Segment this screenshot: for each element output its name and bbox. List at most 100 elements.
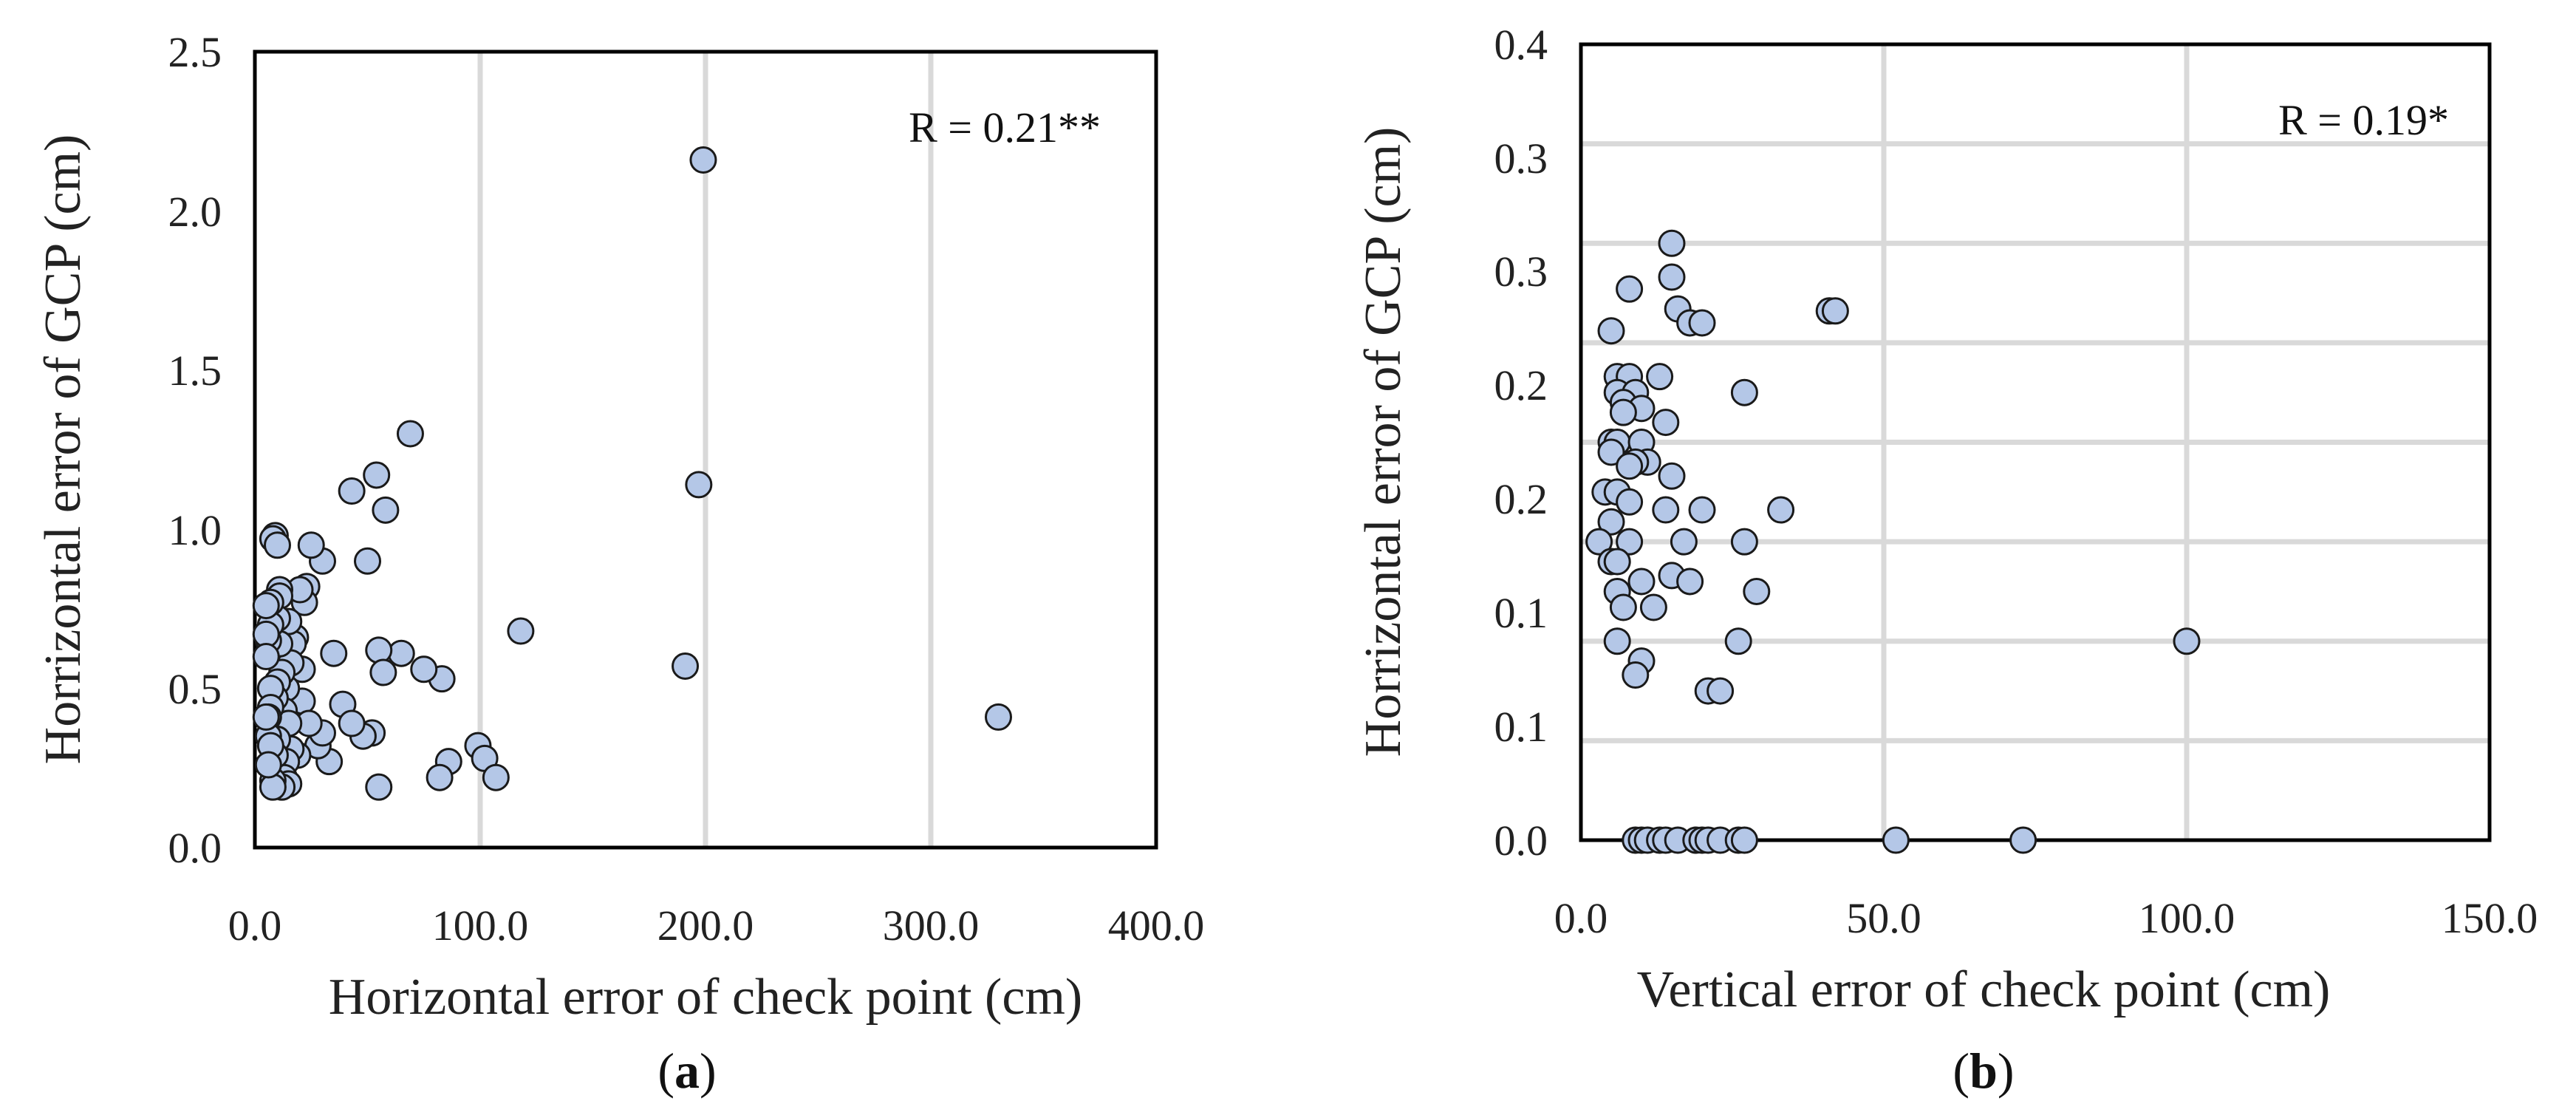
panel-a-data-point	[365, 636, 393, 664]
panel-a-x-tick-label: 0.0	[228, 901, 282, 950]
panel-a-data-point	[254, 751, 282, 779]
panel-b-data-point	[1688, 309, 1716, 337]
panel-b-data-point	[2009, 826, 2037, 854]
panel-b-data-point	[1616, 488, 1644, 516]
panel-a-caption: (a)	[657, 1043, 716, 1099]
panel-b-y-tick-label: 0.2	[1494, 361, 1548, 409]
panel-b-data-point	[1658, 462, 1686, 490]
panel-a-data-point	[372, 496, 400, 524]
panel-b-data-point	[1609, 593, 1637, 621]
panel-a-data-point	[259, 773, 287, 801]
panel-a-correlation-annotation: R = 0.21**	[909, 103, 1101, 151]
panel-b-y-tick-label: 0.3	[1494, 134, 1548, 183]
panel-b-data-point	[1724, 627, 1752, 655]
panel-a-data-point	[410, 655, 438, 684]
panel-b-x-tick-label: 50.0	[1846, 894, 1921, 942]
panel-b-data-point	[1730, 528, 1758, 556]
panel-a-data-point	[354, 547, 381, 575]
panel-b-caption-letter: b	[1969, 1043, 1998, 1099]
panel-b-data-point	[1597, 438, 1625, 466]
panel-a-data-point	[252, 643, 280, 671]
panel-b-x-tick-label: 100.0	[2139, 894, 2235, 942]
panel-b-data-point	[1597, 317, 1625, 345]
panel-b-data-point	[1622, 661, 1650, 689]
panel-b-y-tick-label: 0.4	[1494, 21, 1548, 69]
panel-a-data-point	[320, 639, 348, 667]
panel-b-x-axis-title: Vertical error of check point (cm)	[1637, 961, 2331, 1018]
panel-b-data-point	[1658, 229, 1686, 257]
panel-a-x-tick-label: 400.0	[1108, 901, 1205, 950]
panel-b-y-tick-label: 0.1	[1494, 589, 1548, 637]
panel-a-y-tick-label: 2.5	[168, 28, 222, 76]
panel-a-data-point	[363, 461, 391, 489]
panel-a-data-point	[482, 763, 510, 791]
panel-a-y-tick-label: 2.0	[168, 188, 222, 236]
panel-b-y-tick-label: 0.2	[1494, 475, 1548, 523]
panel-a-y-tick-label: 1.0	[168, 506, 222, 554]
panel-a-x-tick-label: 200.0	[657, 901, 754, 950]
panel-a-data-point	[985, 703, 1012, 731]
panel-a-data-point	[338, 709, 366, 737]
panel-b-data-point	[1627, 567, 1656, 596]
panel-b-data-point	[2173, 627, 2201, 655]
panel-b-x-tick-label: 150.0	[2442, 894, 2538, 942]
panel-b-y-axis-title: Horrizontal error of GCP (cm)	[1355, 127, 1412, 757]
panel-a-x-tick-label: 300.0	[883, 901, 980, 950]
panel-b-data-point	[1603, 627, 1631, 655]
panel-a-data-point	[396, 420, 424, 448]
panel-b-caption: (b)	[1953, 1043, 2014, 1099]
panel-b-y-tick-label: 0.3	[1494, 248, 1548, 296]
chart-panel-b: 0.0 0.1 0.1 0.2 0.2 0.3 0.3 0.4 0.0 50.0…	[1355, 21, 2538, 1099]
panel-b-correlation-annotation: R = 0.19*	[2278, 96, 2449, 144]
panel-b-data-point	[1652, 496, 1680, 524]
chart-panel-a: 0.0 0.5 1.0 1.5 2.0 2.5 0.0 100.0 200.0 …	[35, 28, 1204, 1099]
panel-a-data-point	[252, 703, 280, 731]
panel-a-data-point	[338, 477, 366, 505]
panel-b-data-point	[1597, 508, 1625, 536]
panel-a-data-point	[689, 146, 717, 174]
panel-b-data-point	[1706, 677, 1735, 705]
panel-a-data-point	[685, 471, 713, 499]
panel-a-data-point	[365, 773, 393, 801]
panel-b-data-point	[1652, 409, 1680, 437]
panel-a-plot-frame	[253, 50, 1158, 850]
panel-a-data-point	[672, 652, 700, 680]
panel-a-caption-letter: a	[674, 1043, 700, 1099]
panel-b-data-point	[1585, 528, 1613, 556]
panel-b-data-point	[1670, 528, 1698, 556]
panel-b-data-point	[1646, 363, 1674, 391]
panel-b-data-point	[1616, 452, 1644, 480]
panel-b-data-point	[1730, 378, 1758, 406]
panel-a-y-axis-title: Horrizontal error of GCP (cm)	[35, 134, 92, 765]
panel-b-data-point	[1658, 263, 1686, 291]
panel-a-y-tick-label: 1.5	[168, 347, 222, 395]
panel-b-data-point	[1676, 567, 1704, 596]
panel-a-x-axis-title: Horizontal error of check point (cm)	[329, 969, 1082, 1026]
panel-b-data-point	[1609, 398, 1637, 426]
panel-a-x-tick-label: 100.0	[432, 901, 529, 950]
panel-a-data-point	[297, 531, 325, 559]
panel-b-data-point	[1639, 593, 1667, 621]
panel-b-y-tick-label: 0.1	[1494, 703, 1548, 751]
panel-b-y-tick-label: 0.0	[1494, 817, 1548, 865]
panel-b-data-point	[1603, 548, 1631, 576]
panel-b-data-point	[1743, 577, 1771, 605]
panel-a-y-tick-label: 0.5	[168, 665, 222, 713]
panel-b-data-point	[1688, 496, 1716, 524]
panel-b-data-point	[1730, 826, 1758, 854]
panel-a-points	[252, 146, 1012, 801]
panel-b-data-point	[1882, 826, 1910, 854]
panel-a-data-point	[507, 617, 535, 645]
panel-b-data-point	[1767, 496, 1795, 524]
panel-b-data-point	[1616, 528, 1644, 556]
panel-a-data-point	[369, 658, 397, 686]
panel-a-data-point	[387, 639, 415, 667]
panel-a-data-point	[426, 763, 454, 791]
panel-b-points	[1585, 229, 2201, 854]
panel-b-x-tick-label: 0.0	[1554, 894, 1608, 942]
panel-b-gridlines	[1581, 44, 2490, 840]
panel-a-y-tick-label: 0.0	[168, 824, 222, 872]
panel-b-data-point	[1616, 275, 1644, 303]
panel-a-data-point	[264, 531, 291, 559]
